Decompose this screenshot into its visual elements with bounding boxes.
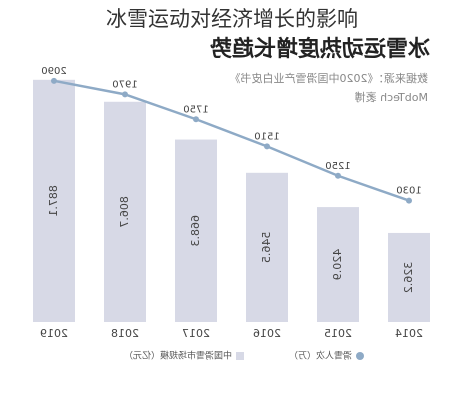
x-tick-label: 2014 <box>395 327 423 340</box>
bar-value-label: 806.7 <box>118 196 131 228</box>
mirrored-chart: 冰雪运动热度增长趋势 数据来源：《2020中国滑雪产业白皮书》 MobTech … <box>33 36 430 362</box>
x-tick-label: 2017 <box>182 327 210 340</box>
line-value-label: 1750 <box>183 104 208 115</box>
x-tick-label: 2015 <box>324 327 352 340</box>
legend-marker <box>236 352 244 360</box>
bar <box>246 172 288 322</box>
bar <box>175 139 217 322</box>
line-value-label: 1250 <box>325 161 350 172</box>
line-value-label: 1510 <box>254 131 279 142</box>
line-point <box>51 77 57 84</box>
line-point <box>335 172 341 179</box>
bar <box>388 232 430 322</box>
source: MobTech 袤博 <box>355 90 428 104</box>
line-point <box>406 197 412 204</box>
legend-label: 中国滑雪市场规模（亿元） <box>124 350 232 362</box>
line-value-label: 1970 <box>112 79 137 90</box>
bar <box>317 207 359 322</box>
line-point <box>193 116 199 123</box>
legend-label: 滑雪人次（万） <box>289 350 352 362</box>
bar-value-label: 326.2 <box>402 262 415 294</box>
bar-value-label: 668.3 <box>189 215 202 247</box>
bar <box>33 79 75 322</box>
x-tick-label: 2019 <box>40 327 68 340</box>
bar-value-label: 420.9 <box>331 249 344 281</box>
line-value-label: 2090 <box>41 66 66 77</box>
bar-value-label: 887.1 <box>47 185 60 217</box>
bar <box>104 101 146 322</box>
line-point <box>264 143 270 150</box>
legend-marker <box>356 352 364 360</box>
x-tick-label: 2016 <box>253 327 281 340</box>
bar-value-label: 546.5 <box>260 232 273 264</box>
chart-title: 冰雪运动热度增长趋势 <box>210 36 430 62</box>
line <box>53 79 410 202</box>
x-tick-label: 2018 <box>111 327 139 340</box>
line-point <box>122 91 128 98</box>
line-value-label: 1030 <box>396 186 421 197</box>
source: 数据来源：《2020中国滑雪产业白皮书》 <box>230 71 429 85</box>
page-heading: 冰雪运动对经济增长的影响 <box>106 7 358 31</box>
